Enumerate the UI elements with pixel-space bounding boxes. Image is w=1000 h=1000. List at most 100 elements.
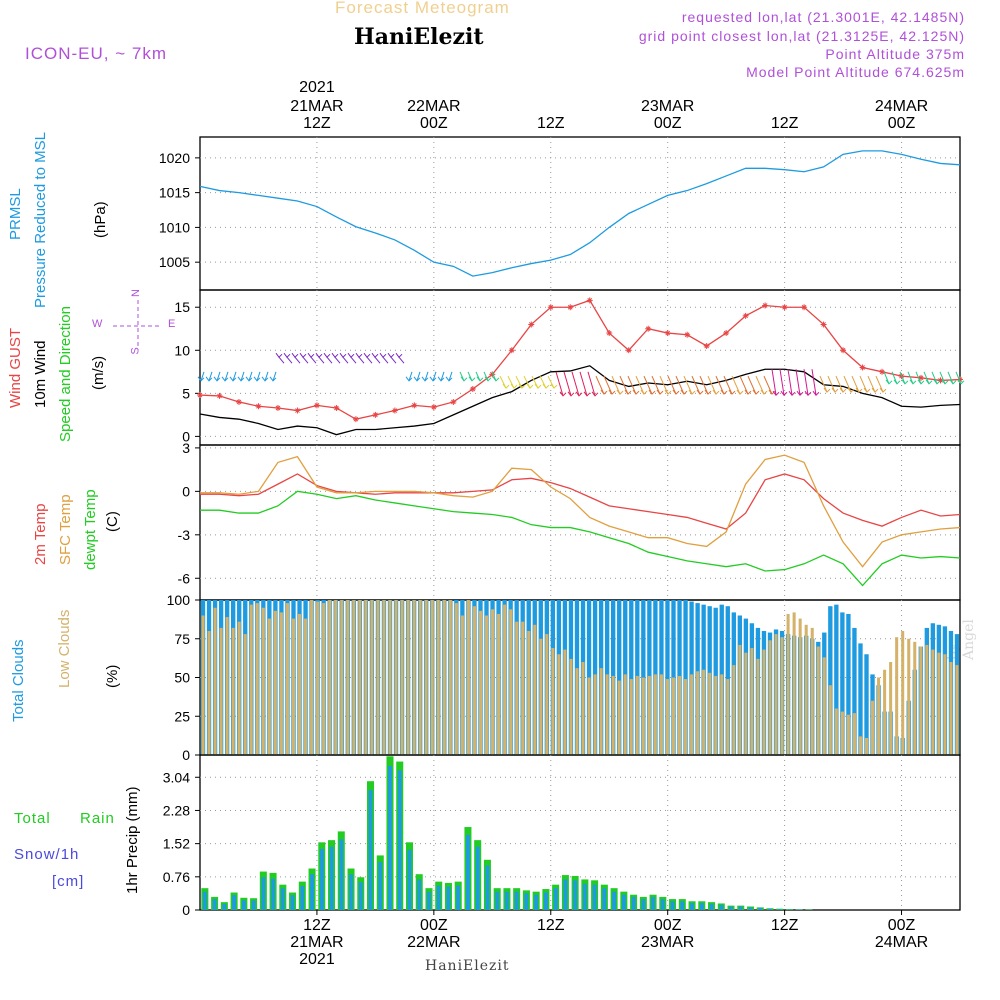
wind-arrow xyxy=(208,371,213,381)
bar-clouds-low-clouds xyxy=(871,700,875,755)
wind-arrow xyxy=(398,356,405,364)
wind-arrow-head xyxy=(484,376,492,382)
bar-clouds-low-clouds xyxy=(895,637,899,755)
compass-w: W xyxy=(92,318,103,330)
bar-precipitation-rain xyxy=(768,908,772,910)
bar-clouds-low-clouds xyxy=(786,613,790,755)
wind-arrow xyxy=(851,375,860,393)
wind-arrow xyxy=(408,371,413,381)
panel-frame-temperature xyxy=(199,444,961,601)
wind-arrow xyxy=(440,371,445,381)
bar-precipitation-rain xyxy=(358,882,363,910)
bar-clouds-low-clouds xyxy=(503,604,507,755)
wind-arrow xyxy=(366,356,373,364)
wind-arrow-head xyxy=(780,390,788,396)
bar-precipitation-rain xyxy=(563,879,568,910)
ytick-label-precipitation: 2.28 xyxy=(163,802,190,818)
gust-marker xyxy=(723,330,730,337)
ytick-label-wind: 5 xyxy=(182,385,190,401)
wind-arrow xyxy=(603,375,613,395)
gust-marker xyxy=(801,304,808,311)
bottom-time-label: 24MAR xyxy=(875,934,928,951)
bar-clouds-low-clouds xyxy=(738,644,742,755)
wind-arrow-head xyxy=(863,387,871,393)
wind-arrow-head xyxy=(712,389,720,395)
wind-arrow-head xyxy=(656,389,664,395)
wind-arrow xyxy=(256,371,261,381)
bar-clouds-low-clouds xyxy=(394,600,398,755)
bar-clouds-low-clouds xyxy=(605,674,609,755)
ytick-label-temperature: 3 xyxy=(182,440,190,456)
bar-clouds-total-clouds xyxy=(629,600,634,755)
bar-clouds-low-clouds xyxy=(816,646,820,755)
bar-clouds-low-clouds xyxy=(370,600,374,755)
gust-marker xyxy=(430,404,437,411)
wind-arrow xyxy=(448,371,453,381)
gust-marker xyxy=(703,342,710,349)
wind-arrow xyxy=(374,356,381,364)
wind-arrow-head xyxy=(413,376,421,382)
bar-clouds-low-clouds xyxy=(913,641,917,755)
wind-arrow-head xyxy=(518,383,526,389)
bar-clouds-low-clouds xyxy=(364,600,368,755)
wind-arrow xyxy=(294,356,301,364)
bar-clouds-low-clouds xyxy=(611,675,615,755)
gust-marker xyxy=(606,330,613,337)
bar-clouds-low-clouds xyxy=(744,652,748,755)
gust-marker xyxy=(918,374,925,381)
wind-arrow xyxy=(883,371,890,384)
wind-arrow-head xyxy=(492,376,500,382)
wind-arrow xyxy=(278,356,285,364)
gust-marker xyxy=(684,331,691,338)
wind-arrow-head xyxy=(387,352,395,358)
gust-marker xyxy=(567,304,574,311)
wind-arrow xyxy=(611,375,621,395)
gust-marker xyxy=(625,347,632,354)
wind-arrow-head xyxy=(275,352,283,358)
wind-arrow-head xyxy=(205,376,213,382)
ytick-label-wind: 0 xyxy=(182,428,190,444)
top-time-label: 24MAR xyxy=(875,98,928,115)
bar-precipitation-rain xyxy=(651,896,656,910)
wind-arrow xyxy=(272,371,277,381)
bar-precipitation-rain xyxy=(397,770,402,910)
wind-arrow xyxy=(795,369,801,396)
gust-marker xyxy=(294,407,301,414)
ytick-label-precipitation: 0 xyxy=(182,902,190,918)
bar-clouds-low-clouds xyxy=(225,617,229,755)
wind-arrow-head xyxy=(680,389,688,395)
ytick-label-clouds: 25 xyxy=(174,708,190,724)
wind-arrow-head xyxy=(672,389,680,395)
wind-arrow-head xyxy=(437,376,445,382)
bar-precipitation-rain xyxy=(748,907,753,910)
wind-arrow xyxy=(350,356,357,364)
bar-clouds-low-clouds xyxy=(569,658,573,755)
bar-precipitation-rain xyxy=(319,848,324,910)
bar-precipitation-rain xyxy=(417,879,422,910)
wind-arrow-head xyxy=(583,391,591,397)
bar-clouds-low-clouds xyxy=(424,600,428,755)
compass-e: E xyxy=(168,318,176,330)
wind-arrow xyxy=(803,369,809,396)
bar-clouds-low-clouds xyxy=(207,631,211,755)
wind-arrow xyxy=(264,371,269,381)
bar-clouds-low-clouds xyxy=(762,649,766,755)
bar-precipitation-rain xyxy=(232,895,237,910)
wind-arrow-head xyxy=(648,389,656,395)
top-year-label: 2021 xyxy=(299,79,335,96)
bar-clouds-low-clouds xyxy=(575,668,579,755)
bar-clouds-total-clouds xyxy=(665,600,670,755)
footer-location: HaniElezit xyxy=(425,958,510,974)
grid-point-coords: grid point closest lon,lat (21.3125E, 42… xyxy=(638,28,965,44)
bar-clouds-low-clouds xyxy=(466,600,470,755)
wind-arrow-head xyxy=(591,391,599,397)
bar-precipitation-rain xyxy=(485,865,490,910)
wind-arrow-head xyxy=(616,389,624,395)
panel-frame-pressure xyxy=(199,136,961,291)
bar-precipitation-rain xyxy=(407,849,412,910)
wind-arrow xyxy=(302,356,309,364)
bar-precipitation-rain xyxy=(777,909,782,910)
bar-clouds-low-clouds xyxy=(949,662,953,755)
bar-clouds-low-clouds xyxy=(418,600,422,755)
